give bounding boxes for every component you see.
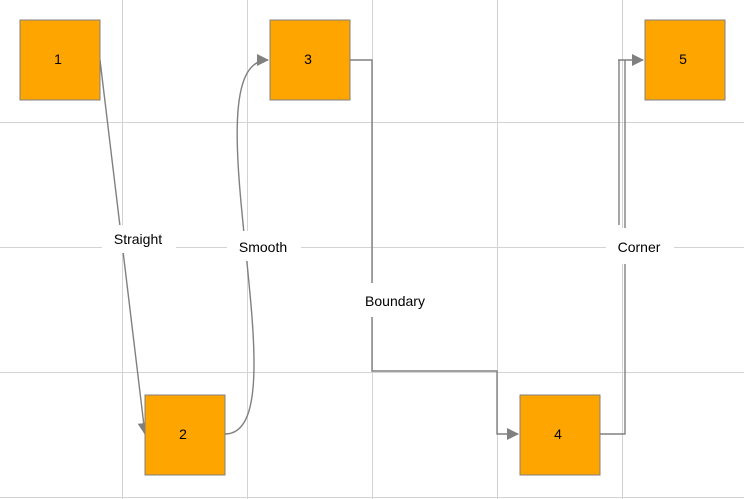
node-label: 2 bbox=[179, 426, 187, 442]
node-4[interactable]: 4 bbox=[519, 394, 601, 476]
edge-label-smooth[interactable]: Smooth bbox=[227, 231, 301, 261]
node-1[interactable]: 1 bbox=[19, 19, 101, 101]
edge-corner[interactable] bbox=[600, 54, 644, 435]
edge-label-text: Smooth bbox=[239, 239, 287, 255]
edge-boundary[interactable] bbox=[350, 59, 519, 440]
edge-label-text: Corner bbox=[618, 239, 661, 255]
node-3[interactable]: 3 bbox=[269, 19, 351, 101]
node-label: 3 bbox=[304, 51, 312, 67]
node-label: 1 bbox=[54, 51, 62, 67]
node-5[interactable]: 5 bbox=[644, 19, 726, 101]
node-label: 5 bbox=[679, 51, 687, 67]
edge-label-corner[interactable]: Corner bbox=[606, 228, 674, 264]
node-label: 4 bbox=[554, 426, 562, 442]
edge-label-boundary[interactable]: Boundary bbox=[355, 283, 435, 317]
edge-label-text: Boundary bbox=[365, 293, 425, 309]
edge-label-straight[interactable]: Straight bbox=[102, 225, 176, 253]
node-2[interactable]: 2 bbox=[144, 394, 226, 476]
edge-label-text: Straight bbox=[114, 231, 162, 247]
